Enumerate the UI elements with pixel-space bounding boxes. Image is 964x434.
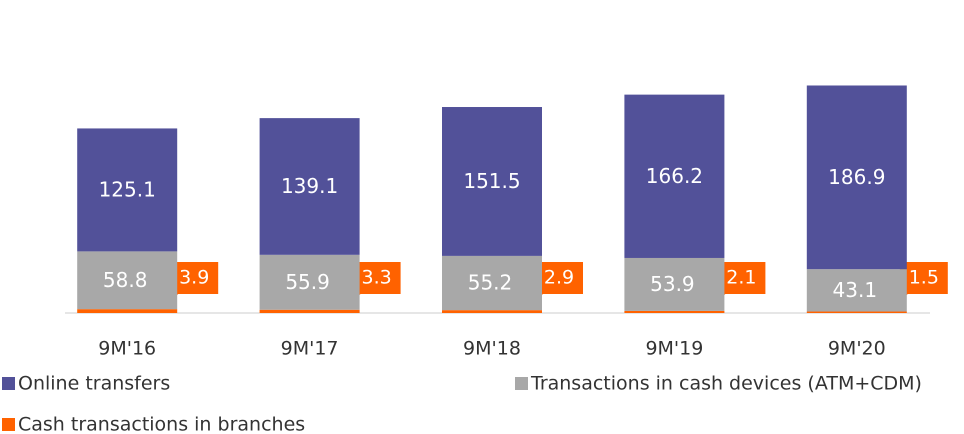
value-label: 2.1 — [726, 267, 756, 289]
legend-label: Cash transactions in branches — [18, 414, 305, 434]
bar-segment — [624, 94, 725, 258]
bar-segment — [806, 269, 907, 312]
callout — [897, 262, 948, 302]
bar-segment — [77, 128, 178, 252]
value-label: 55.2 — [468, 271, 513, 295]
value-label: 43.1 — [833, 278, 878, 302]
x-tick-label: 9M'19 — [645, 338, 703, 360]
bar-segment — [77, 251, 178, 310]
value-label: 186.9 — [828, 165, 885, 189]
callout — [715, 262, 766, 302]
value-label: 125.1 — [99, 177, 156, 201]
legend-label: Transactions in cash devices (ATM+CDM) — [530, 373, 922, 395]
callout — [350, 262, 401, 302]
value-label: 53.9 — [650, 272, 695, 296]
legend-swatch — [2, 418, 15, 431]
bar-segment — [442, 107, 542, 256]
value-label: 3.9 — [179, 267, 209, 289]
bar-segment — [806, 85, 907, 270]
x-tick-label: 9M'17 — [281, 338, 339, 360]
bar-segment — [442, 255, 542, 311]
value-label: 55.9 — [285, 270, 330, 294]
bar-segment — [624, 310, 725, 313]
bar-segment — [624, 257, 725, 311]
callout — [533, 262, 583, 302]
bar-segment — [806, 311, 907, 313]
value-label: 1.5 — [909, 267, 939, 289]
callout — [168, 262, 219, 302]
bar-segment — [77, 309, 178, 313]
bar-segment — [259, 309, 360, 313]
value-label: 139.1 — [281, 174, 338, 198]
bar-segment — [259, 254, 360, 310]
bar-segment — [259, 118, 360, 255]
legend-swatch — [515, 377, 528, 390]
value-label: 3.3 — [361, 267, 391, 289]
value-label: 2.9 — [544, 267, 574, 289]
bar-segment — [442, 310, 542, 313]
value-label: 151.5 — [463, 169, 520, 193]
value-label: 166.2 — [646, 164, 703, 188]
legend-swatch — [2, 377, 15, 390]
x-tick-label: 9M'20 — [828, 338, 886, 360]
value-label: 58.8 — [103, 268, 148, 292]
legend-label: Online transfers — [18, 373, 170, 395]
x-tick-label: 9M'18 — [463, 338, 521, 360]
x-tick-label: 9M'16 — [98, 338, 156, 360]
